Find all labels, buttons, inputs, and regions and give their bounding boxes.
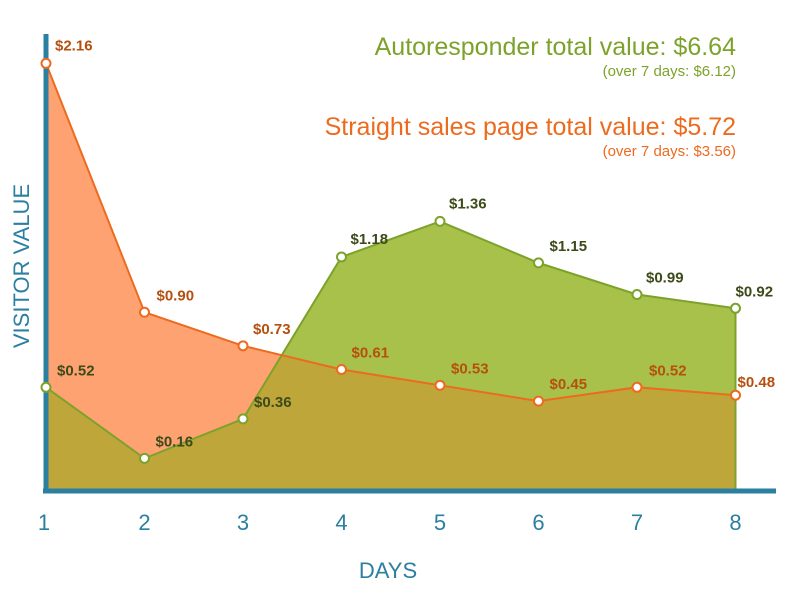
autoresponder-data-label: $0.16 <box>156 433 194 450</box>
autoresponder-data-label: $0.99 <box>646 269 684 286</box>
straight-sales-7day-value: (over 7 days: $3.56) <box>602 143 736 160</box>
autoresponder-point <box>730 302 741 314</box>
x-tick-label: 1 <box>38 510 50 535</box>
straight-sales-data-label: $0.45 <box>550 376 588 393</box>
x-tick-label: 2 <box>138 510 150 535</box>
x-tick-label: 6 <box>532 510 544 535</box>
autoresponder-point <box>631 288 643 300</box>
x-tick-label: 7 <box>631 510 643 535</box>
autoresponder-point <box>237 413 249 425</box>
straight-sales-data-label: $2.16 <box>55 37 93 54</box>
straight-sales-point <box>434 379 446 391</box>
autoresponder-summary: Autoresponder total value: $6.64 (over 7… <box>375 32 736 82</box>
x-tick-label: 4 <box>335 510 347 535</box>
autoresponder-7day-value: (over 7 days: $6.12) <box>602 63 736 80</box>
autoresponder-data-label: $0.52 <box>57 362 95 379</box>
autoresponder-data-label: $0.36 <box>254 394 292 411</box>
autoresponder-point <box>533 257 544 269</box>
straight-sales-data-label: $0.61 <box>352 345 390 362</box>
autoresponder-point <box>336 251 347 263</box>
straight-sales-data-label: $0.48 <box>738 374 776 391</box>
straight-sales-point <box>237 340 249 352</box>
straight-sales-point <box>139 306 150 318</box>
autoresponder-point <box>434 215 446 227</box>
straight-sales-data-label: $0.52 <box>649 362 687 379</box>
autoresponder-point <box>40 381 52 393</box>
straight-sales-data-label: $0.90 <box>157 287 195 304</box>
autoresponder-point <box>139 452 150 464</box>
x-tick-label: 8 <box>729 510 741 535</box>
autoresponder-data-label: $1.15 <box>550 238 588 255</box>
straight-sales-line <box>45 63 736 403</box>
straight-sales-data-label: $0.73 <box>253 321 291 338</box>
straight-sales-point <box>336 364 347 376</box>
x-axis-title: DAYS <box>359 558 417 583</box>
autoresponder-data-label: $0.92 <box>736 283 774 300</box>
straight-sales-area <box>46 63 736 491</box>
x-tick-label: 3 <box>237 510 249 535</box>
straight-sales-total-value: Straight sales page total value: $5.72 <box>324 113 736 141</box>
autoresponder-total-value: Autoresponder total value: $6.64 <box>374 33 736 61</box>
autoresponder-data-label: $1.36 <box>449 195 487 212</box>
straight-sales-data-label: $0.53 <box>451 360 489 377</box>
autoresponder-data-label: $1.18 <box>351 231 389 248</box>
straight-sales-point <box>533 395 544 407</box>
straight-sales-summary: Straight sales page total value: $5.72 (… <box>325 112 736 162</box>
y-axis-title: VISITOR VALUE <box>9 184 34 348</box>
straight-sales-point <box>40 57 52 69</box>
straight-sales-point <box>730 389 741 401</box>
straight-sales-point <box>631 381 643 393</box>
x-tick-label: 5 <box>434 510 446 535</box>
